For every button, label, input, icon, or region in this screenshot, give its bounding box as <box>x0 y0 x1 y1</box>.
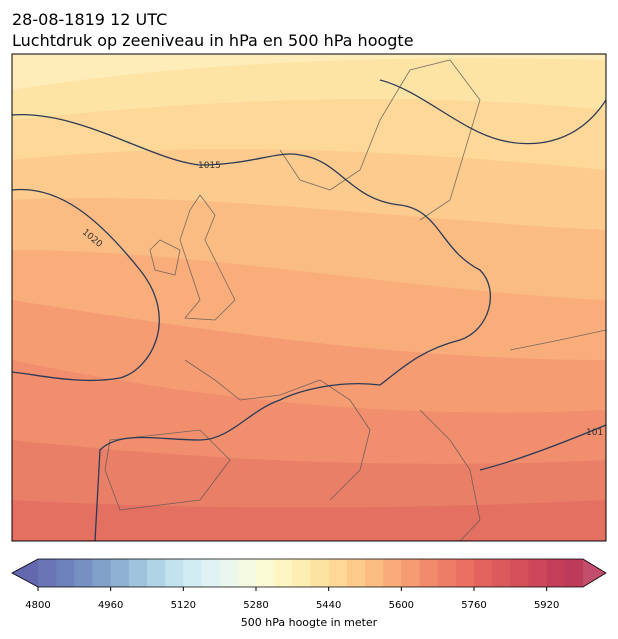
colorbar-bin <box>165 559 184 587</box>
colorbar-tick-label: 5920 <box>534 600 559 611</box>
colorbar-bin <box>528 559 548 587</box>
colorbar-bin <box>256 559 275 587</box>
colorbar-bin <box>128 559 148 587</box>
colorbar-bin <box>110 559 130 587</box>
colorbar-bin <box>437 559 457 587</box>
colorbar-bin <box>564 559 584 587</box>
colorbar-bin <box>346 559 366 587</box>
colorbar-bin <box>401 559 420 587</box>
colorbar-bin <box>365 559 384 587</box>
isobars <box>12 79 606 541</box>
colorbar-tick-label: 5120 <box>171 600 196 611</box>
colorbar-tick-label: 5760 <box>461 600 486 611</box>
band <box>12 500 606 541</box>
colorbar-bin <box>74 559 93 587</box>
colorbar-bin <box>310 559 330 587</box>
colorbar-bin <box>274 559 293 587</box>
colorbar-bin <box>56 559 75 587</box>
map: 1015 1020 101 <box>12 54 606 541</box>
colorbar-tick-label: 4960 <box>98 600 123 611</box>
colorbar-bin <box>419 559 439 587</box>
contour-label: 1015 <box>198 161 221 171</box>
main-title: Luchtdruk op zeeniveau in hPa en 500 hPa… <box>12 31 414 50</box>
colorbar-bin <box>455 559 475 587</box>
colorbar-bin <box>237 559 257 587</box>
map-frame <box>11 53 607 542</box>
coastlines <box>104 59 606 541</box>
colorbar-extend-high <box>583 559 606 587</box>
colorbar-tick-label: 5440 <box>316 600 341 611</box>
colorbar-bin <box>183 559 202 587</box>
colorbar-extend-low <box>12 559 38 587</box>
colorbar-bin <box>492 559 511 587</box>
colorbar-bin <box>92 559 112 587</box>
colorbar-bin <box>474 559 493 587</box>
colorbar-tick-label: 5600 <box>389 600 414 611</box>
colorbar: 4800 4960 5120 5280 5440 5600 5760 5920 <box>11 558 607 611</box>
colorbar-bin <box>147 559 166 587</box>
colorbar-tick-label: 4800 <box>25 600 50 611</box>
colorbar-bin <box>292 559 311 587</box>
colorbar-bin <box>383 559 402 587</box>
time-title: 28-08-1819 12 UTC <box>12 10 167 29</box>
colorbar-bin <box>510 559 529 587</box>
colorbar-label: 500 hPa hoogte in meter <box>241 616 378 629</box>
colorbar-bin <box>546 559 566 587</box>
contour-label: 101 <box>586 428 603 438</box>
colorbar-bin <box>38 559 57 587</box>
colorbar-bin <box>328 559 348 587</box>
colorbar-bin <box>219 559 239 587</box>
colorbar-bin <box>201 559 221 587</box>
colorbar-tick-label: 5280 <box>243 600 268 611</box>
